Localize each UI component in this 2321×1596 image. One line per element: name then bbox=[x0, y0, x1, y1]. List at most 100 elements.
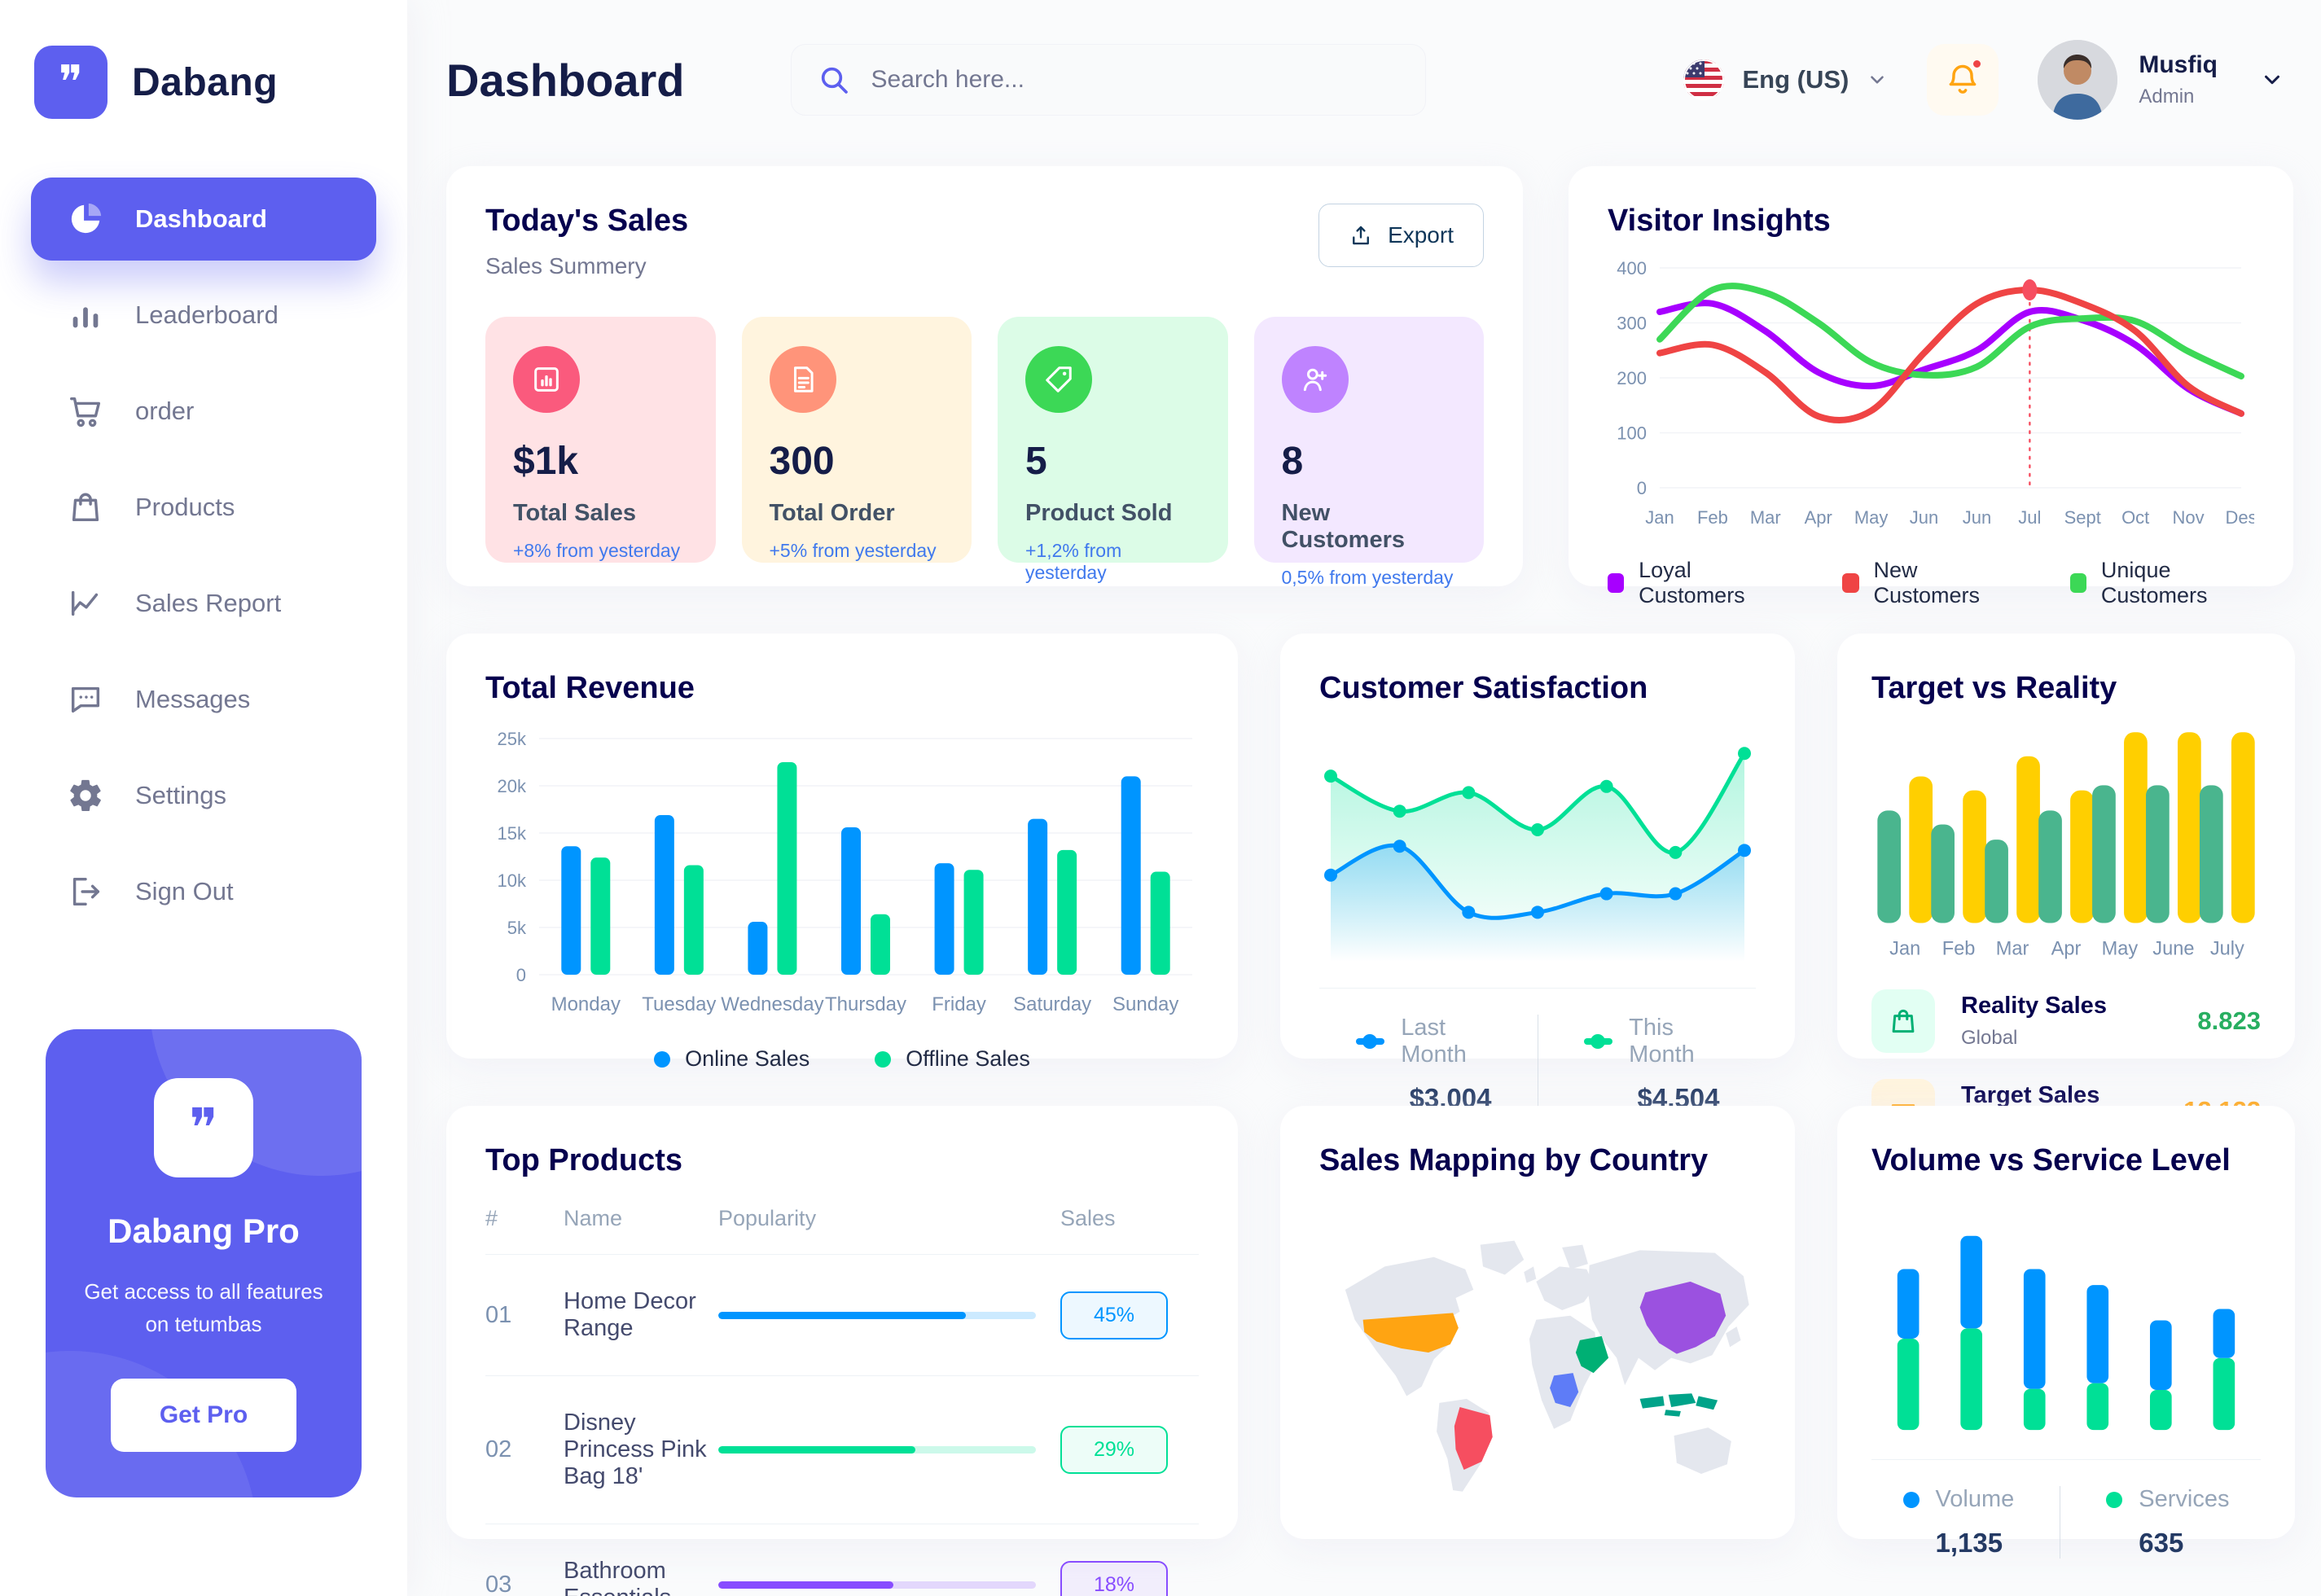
svg-text:300: 300 bbox=[1617, 314, 1647, 334]
language-label: Eng (US) bbox=[1742, 65, 1849, 94]
svg-text:5k: 5k bbox=[507, 918, 527, 938]
user-info: Musfiq Admin bbox=[2139, 51, 2218, 108]
country-china[interactable] bbox=[1639, 1281, 1726, 1354]
volume-service-title: Volume vs Service Level bbox=[1871, 1143, 2231, 1177]
bell-icon bbox=[1949, 64, 1977, 94]
visitor-insights-chart: 0 100 200 300 400 Jan Feb Mar Apr May Jun Jun Jul Sep… bbox=[1608, 250, 2254, 540]
sidebar-item-products[interactable]: Products bbox=[31, 466, 376, 549]
online-sales-dot bbox=[654, 1050, 671, 1068]
pro-description: Get access to all features on tetumbas bbox=[84, 1279, 323, 1337]
total-sales-card: $1k Total Sales +8% from yesterday bbox=[485, 317, 716, 563]
country-congo[interactable] bbox=[1550, 1373, 1579, 1407]
profile-menu[interactable]: Musfiq Admin bbox=[2038, 40, 2284, 120]
bag-icon bbox=[72, 493, 99, 522]
legend-label: Volume bbox=[1935, 1486, 2015, 1513]
country-indonesia[interactable] bbox=[1639, 1393, 1718, 1417]
brand[interactable]: ❞ Dabang bbox=[34, 46, 376, 119]
svg-text:Apr: Apr bbox=[1805, 507, 1832, 528]
language-selector[interactable]: Eng (US) bbox=[1683, 59, 1888, 100]
top-products-card: Top Products # Name Popularity Sales 01 … bbox=[446, 1106, 1238, 1596]
svg-text:Apr: Apr bbox=[2051, 937, 2082, 958]
row-num: 02 bbox=[485, 1436, 512, 1462]
get-pro-button[interactable]: Get Pro bbox=[110, 1378, 297, 1452]
svg-text:400: 400 bbox=[1617, 258, 1647, 278]
sidebar-item-settings[interactable]: Settings bbox=[31, 754, 376, 837]
svg-text:Nov: Nov bbox=[2173, 507, 2205, 528]
target-vs-reality-chart: Jan Feb Mar Apr May June July bbox=[1871, 712, 2261, 963]
legend-label: Unique Customers bbox=[2100, 558, 2208, 607]
legend-label: New Customers bbox=[1873, 558, 1981, 607]
sidebar-item-label: Sign Out bbox=[135, 877, 234, 905]
sidebar-item-leaderboard[interactable]: Leaderboard bbox=[31, 274, 376, 357]
sidebar-item-sales-report[interactable]: Sales Report bbox=[31, 562, 376, 645]
total-revenue-chart: 0 5k 10k 15k 20k 25k Monday Tuesday Wednesday Thu… bbox=[485, 729, 1199, 1028]
sales-summary-cards: $1k Total Sales +8% from yesterday 300 T… bbox=[485, 317, 1484, 588]
volume-service-legend: Volume 1,135 Services 635 bbox=[1871, 1459, 2261, 1559]
legend-label: Offline Sales bbox=[906, 1046, 1030, 1071]
table-row: 02 Disney Princess Pink Bag 18' 29% bbox=[485, 1376, 1199, 1524]
svg-text:Mar: Mar bbox=[1750, 507, 1781, 528]
sidebar-nav: Dashboard Leaderboard order Products Sal… bbox=[31, 178, 376, 933]
svg-text:Feb: Feb bbox=[1942, 937, 1976, 958]
user-name: Musfiq bbox=[2139, 51, 2218, 78]
country-brazil[interactable] bbox=[1454, 1406, 1493, 1470]
topbar-right: Eng (US) Musfi bbox=[1683, 40, 2284, 120]
cart-icon bbox=[70, 397, 101, 428]
svg-text:15k: 15k bbox=[498, 823, 527, 844]
metric-label: Total Sales bbox=[513, 500, 636, 526]
popularity-bar bbox=[718, 1446, 1036, 1454]
sidebar-item-sign-out[interactable]: Sign Out bbox=[31, 850, 376, 933]
metric-value: 8 bbox=[1281, 440, 1304, 483]
svg-text:July: July bbox=[2210, 937, 2244, 958]
table-row: 01 Home Decor Range 45% bbox=[485, 1255, 1199, 1376]
export-button[interactable]: Export bbox=[1318, 204, 1484, 267]
svg-text:Jan: Jan bbox=[1889, 937, 1920, 958]
user-role: Admin bbox=[2139, 86, 2195, 107]
order-icon bbox=[769, 346, 836, 413]
svg-text:Sunday: Sunday bbox=[1112, 993, 1178, 1015]
svg-text:Tuesday: Tuesday bbox=[642, 993, 716, 1015]
country-saudi-arabia[interactable] bbox=[1575, 1335, 1609, 1374]
total-revenue-legend: Online Sales Offline Sales bbox=[485, 1046, 1199, 1072]
volume-total: 1,135 bbox=[1935, 1528, 2003, 1559]
sidebar-item-messages[interactable]: Messages bbox=[31, 658, 376, 741]
product-name: Home Decor Range bbox=[564, 1288, 696, 1341]
sidebar: ❞ Dabang Dashboard Leaderboard order bbox=[0, 0, 407, 1596]
row-num: 03 bbox=[485, 1571, 512, 1596]
legend-sublabel: Global bbox=[1961, 1026, 2018, 1049]
export-icon bbox=[1353, 226, 1369, 245]
col-name: Name bbox=[564, 1206, 623, 1230]
services-total: 635 bbox=[2139, 1528, 2184, 1559]
sidebar-item-dashboard[interactable]: Dashboard bbox=[31, 178, 376, 261]
tag-icon bbox=[1025, 346, 1092, 413]
volume-dot bbox=[1902, 1491, 1920, 1508]
sales-mapping-title: Sales Mapping by Country bbox=[1319, 1143, 1709, 1177]
sales-icon bbox=[513, 346, 580, 413]
metric-delta: +5% from yesterday bbox=[769, 540, 937, 561]
product-sold-card: 5 Product Sold +1,2% from yesterday bbox=[998, 317, 1228, 583]
sidebar-item-order[interactable]: order bbox=[31, 370, 376, 453]
sign-out-icon bbox=[72, 877, 100, 906]
svg-text:Jun: Jun bbox=[1910, 507, 1938, 528]
country-usa[interactable] bbox=[1362, 1313, 1459, 1353]
notifications-button[interactable] bbox=[1927, 44, 1999, 116]
target-vs-reality-title: Target vs Reality bbox=[1871, 671, 2117, 705]
search-bar[interactable] bbox=[790, 44, 1426, 116]
svg-text:0: 0 bbox=[516, 965, 526, 985]
popularity-bar bbox=[718, 1581, 1036, 1589]
reality-sales-row: Reality Sales Global 8.823 bbox=[1871, 989, 2261, 1053]
sales-badge: 29% bbox=[1060, 1426, 1168, 1474]
svg-text:Des: Des bbox=[2225, 507, 2254, 528]
col-sales: Sales bbox=[1060, 1206, 1116, 1230]
sales-badge: 45% bbox=[1060, 1291, 1168, 1340]
offline-sales-dot bbox=[875, 1050, 892, 1068]
total-order-card: 300 Total Order +5% from yesterday bbox=[741, 317, 972, 563]
sidebar-item-label: order bbox=[135, 397, 195, 425]
unique-customers-swatch bbox=[2069, 573, 2086, 593]
topbar: Dashboard Eng (US) bbox=[446, 28, 2284, 132]
search-input[interactable] bbox=[871, 66, 1399, 94]
bar-chart-icon bbox=[72, 307, 99, 328]
customer-satisfaction-legend: Last Month $3,004 This Month $4,504 bbox=[1319, 988, 1756, 1114]
new-customers-swatch bbox=[1842, 573, 1859, 593]
search-icon bbox=[821, 67, 848, 94]
